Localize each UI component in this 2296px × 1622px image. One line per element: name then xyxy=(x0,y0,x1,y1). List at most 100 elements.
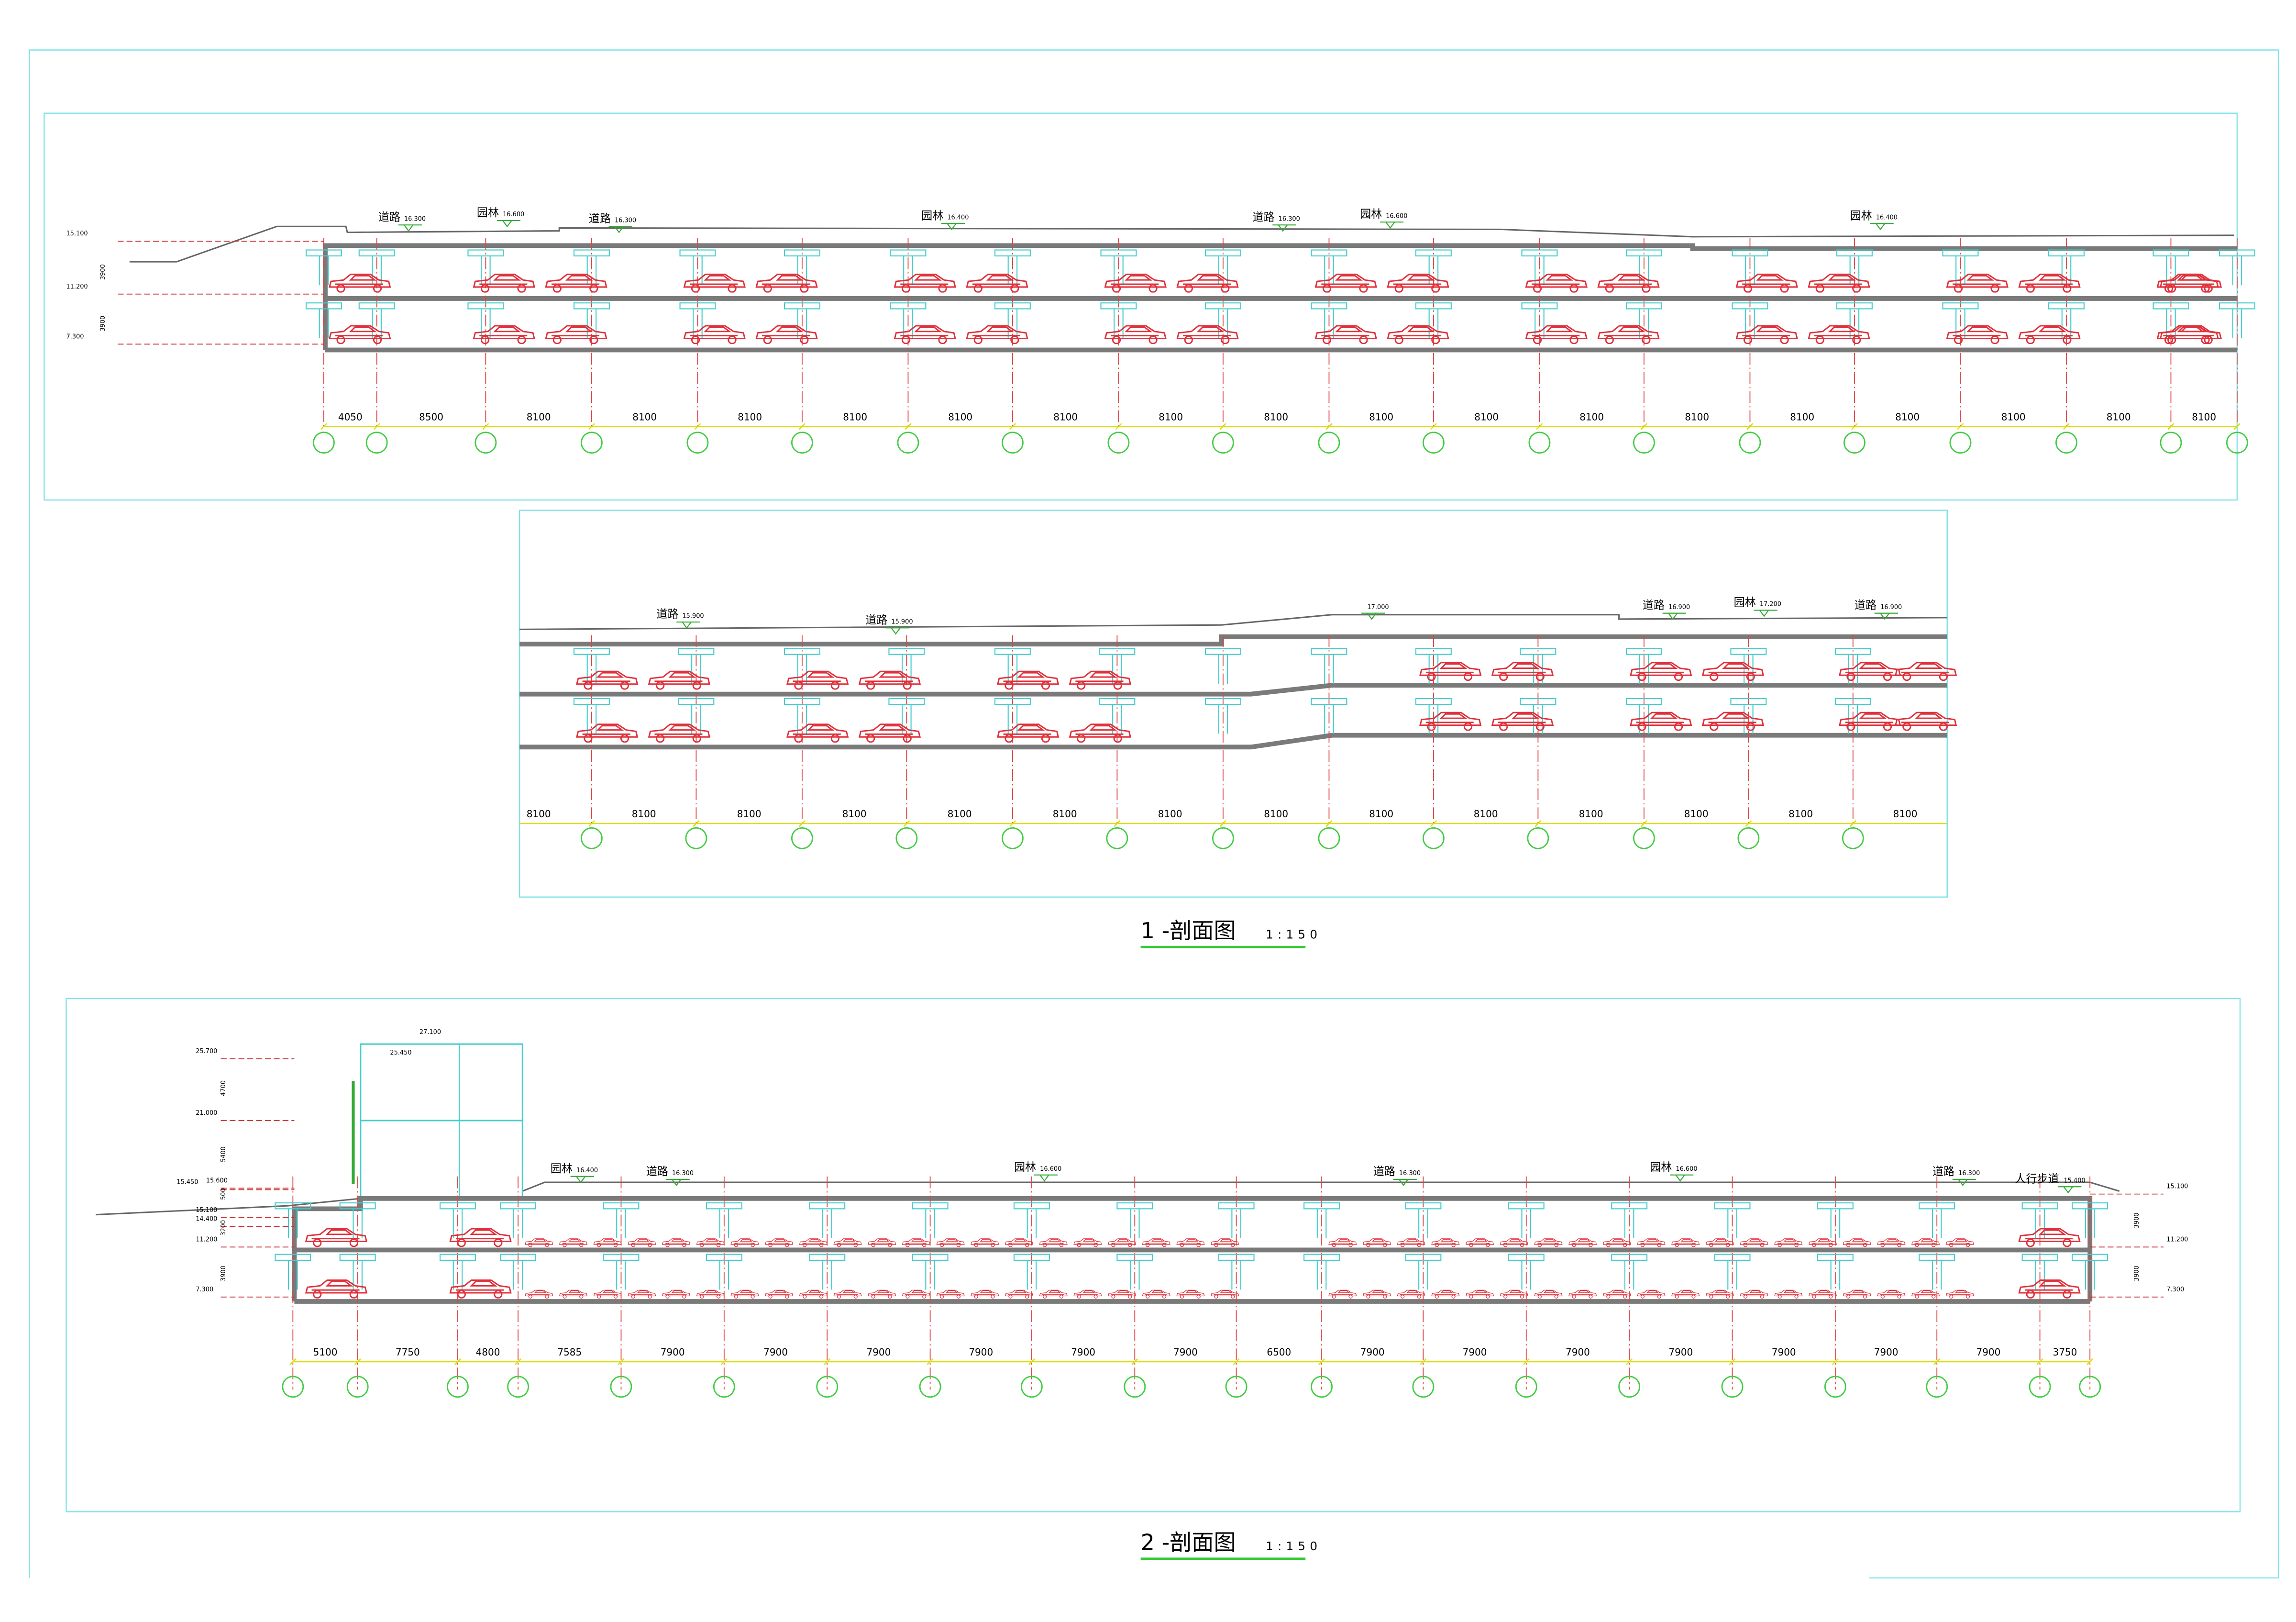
span-dimension: 7900 xyxy=(1173,1346,1198,1358)
axis-bubble xyxy=(1412,1376,1435,1398)
car xyxy=(1808,273,1870,293)
span-dimension: 7900 xyxy=(763,1346,788,1358)
column-head xyxy=(2152,302,2189,310)
column-head xyxy=(1415,698,1452,705)
panel-1a xyxy=(44,112,2238,501)
level-label: 15.100 xyxy=(196,1207,217,1214)
axis-bubble xyxy=(581,432,603,454)
dimension-tick xyxy=(1325,423,1333,430)
column-head xyxy=(1836,249,1873,256)
span-dimension: 7900 xyxy=(1874,1346,1899,1358)
elevation-mark xyxy=(676,621,700,629)
axis-bubble xyxy=(1527,827,1549,849)
car xyxy=(1387,325,1449,344)
dimension-tick xyxy=(2063,423,2070,430)
car xyxy=(1809,1289,1837,1299)
column-head xyxy=(603,1254,640,1261)
car xyxy=(765,1238,794,1247)
surface-elevation: 16.300 xyxy=(1279,215,1300,222)
span-dimension: 4800 xyxy=(476,1346,500,1358)
axis-bubble xyxy=(1002,827,1024,849)
span-dimension: 8100 xyxy=(2001,411,2026,422)
axis-bubble xyxy=(1318,827,1340,849)
column-head xyxy=(573,698,610,705)
column-head xyxy=(706,1254,742,1261)
span-dimension: 4050 xyxy=(338,411,363,422)
dimension-tick xyxy=(1851,423,1858,430)
dimension-tick xyxy=(1745,820,1752,827)
elevation-mark xyxy=(1952,1178,1976,1186)
column-head xyxy=(275,1254,311,1261)
column-head xyxy=(679,249,716,256)
car xyxy=(1500,1289,1528,1299)
span-dimension: 8100 xyxy=(1579,808,1603,820)
car xyxy=(696,1238,725,1247)
dimension-tick xyxy=(1430,423,1437,430)
column-head xyxy=(784,648,820,655)
column-head xyxy=(809,1202,846,1210)
span-dimension: 8100 xyxy=(527,411,551,422)
elevation-mark xyxy=(608,226,632,233)
span-dimension: 7900 xyxy=(661,1346,685,1358)
elevation-mark xyxy=(1393,1178,1417,1186)
level-label: 14.400 xyxy=(196,1215,217,1222)
column-head xyxy=(1942,249,1979,256)
axis-bubble xyxy=(791,432,813,454)
car xyxy=(902,1289,930,1299)
car xyxy=(1108,1289,1137,1299)
surface-name: 人行步道 xyxy=(2015,1173,2059,1185)
column-head xyxy=(1311,698,1347,705)
span-dimension: 8100 xyxy=(1895,411,1920,422)
car xyxy=(971,1238,999,1247)
car xyxy=(997,670,1059,690)
car xyxy=(1431,1238,1460,1247)
elevation-mark xyxy=(2058,1186,2082,1194)
column-head xyxy=(678,648,715,655)
dimension-tick xyxy=(1115,423,1122,430)
surface-name: 园林 xyxy=(1360,208,1382,221)
dimension-tick xyxy=(373,423,380,430)
elevation-mark xyxy=(570,1176,594,1183)
column-head xyxy=(994,249,1031,256)
column-head xyxy=(1730,648,1767,655)
elevation-mark xyxy=(497,220,521,228)
surface-elevation: 16.600 xyxy=(1386,212,1407,220)
surface-elevation: 16.400 xyxy=(576,1167,598,1174)
car xyxy=(833,1238,862,1247)
car xyxy=(1671,1289,1700,1299)
column-head xyxy=(912,1202,949,1210)
axis-bubble xyxy=(610,1376,632,1398)
level-label: 11.200 xyxy=(66,283,88,290)
axis-bubble xyxy=(475,432,497,454)
column-head xyxy=(1311,648,1347,655)
car xyxy=(786,723,849,743)
column-head xyxy=(888,698,925,705)
span-dimension: 7900 xyxy=(866,1346,891,1358)
panel-2 xyxy=(66,998,2241,1512)
surface-elevation: 16.400 xyxy=(947,214,969,221)
dimension-tick xyxy=(1420,1358,1427,1366)
axis-bubble xyxy=(1843,432,1866,454)
span-dimension: 8100 xyxy=(1369,411,1393,422)
car xyxy=(833,1289,862,1299)
car xyxy=(1602,1238,1631,1247)
dimension-tick xyxy=(1430,820,1437,827)
dimension-tick xyxy=(1318,1358,1325,1366)
dimension-tick xyxy=(482,423,489,430)
column-head xyxy=(678,698,715,705)
span-dimension: 8100 xyxy=(948,411,972,422)
elevation-mark xyxy=(1870,223,1894,231)
surface-elevation: 15.400 xyxy=(2064,1177,2085,1184)
car xyxy=(1568,1238,1597,1247)
car xyxy=(525,1238,553,1247)
dimension-tick xyxy=(798,820,806,827)
elevation-mark xyxy=(1272,224,1296,232)
column-head xyxy=(573,249,610,256)
elevation-mark xyxy=(1874,612,1898,620)
span-dimension: 7585 xyxy=(557,1346,582,1358)
car xyxy=(1387,273,1449,293)
span-dimension: 8100 xyxy=(948,808,972,820)
span-dimension: 8100 xyxy=(632,411,657,422)
car xyxy=(755,325,818,344)
surface-name: 道路 xyxy=(378,211,400,223)
